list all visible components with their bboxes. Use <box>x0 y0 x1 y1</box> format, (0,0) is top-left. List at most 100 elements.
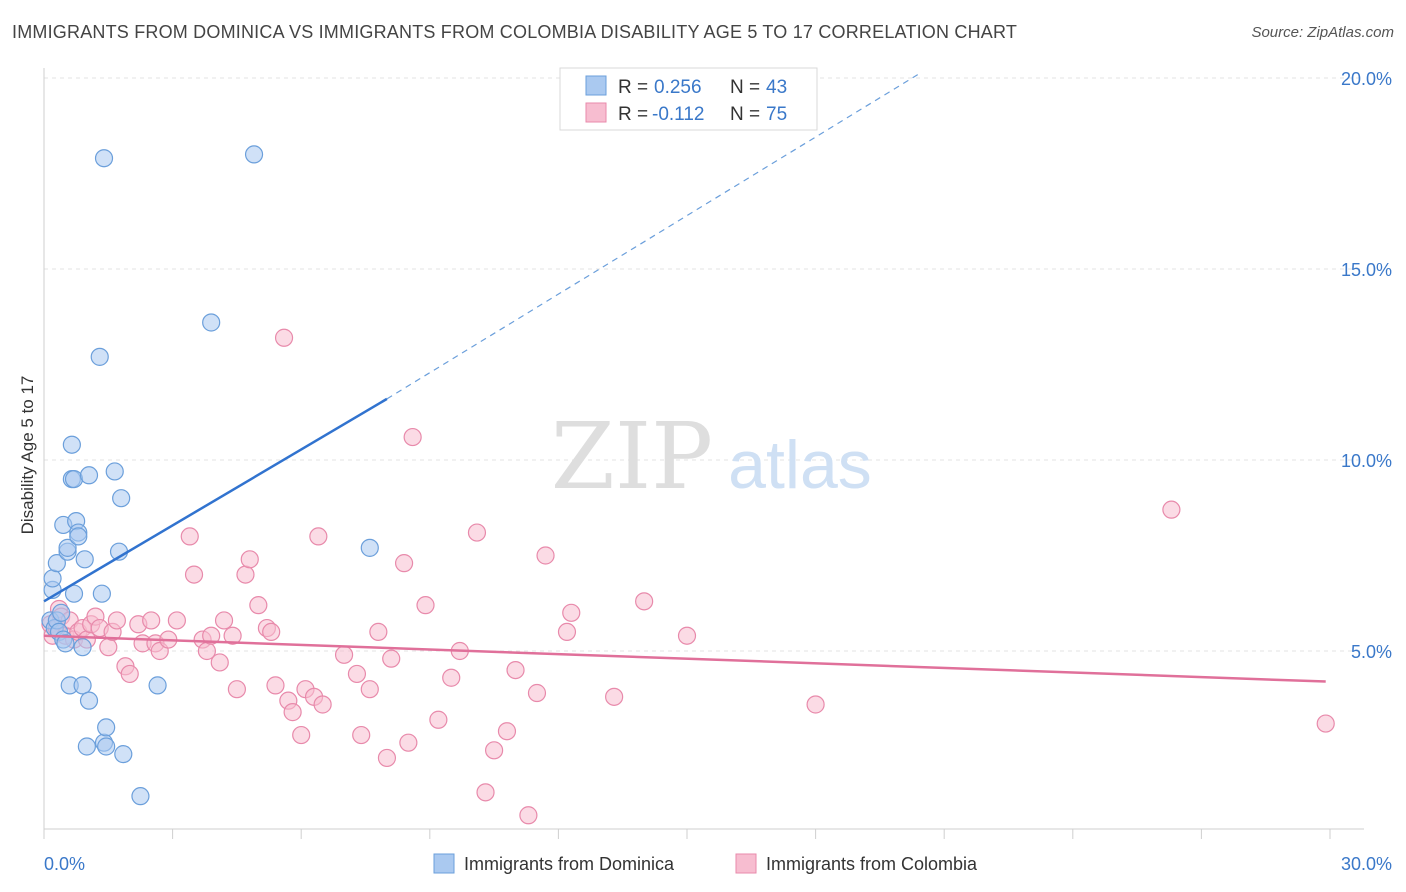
x-tick-label-max: 30.0% <box>1341 854 1392 874</box>
colombia-point-50 <box>347 664 367 684</box>
dominica-point-14 <box>62 435 81 454</box>
legend-swatch-dominica <box>433 853 455 874</box>
colombia-point-21 <box>142 611 161 630</box>
dominica-point-26 <box>79 466 99 485</box>
colombia-point-58 <box>403 427 422 447</box>
colombia-point-25 <box>167 611 186 630</box>
colombia-point-68 <box>519 806 538 825</box>
legend-label-colombia: Immigrants from Colombia <box>766 854 978 874</box>
colombia-point-33 <box>223 626 242 645</box>
dominica-point-22 <box>73 676 92 695</box>
dominica-point-20 <box>69 527 88 546</box>
dominica-point-33 <box>105 462 124 481</box>
dominica-point-2 <box>43 569 62 588</box>
colombia-point-63 <box>467 523 487 542</box>
colombia-point-71 <box>557 622 577 642</box>
stats-r-label-1: R = <box>618 77 648 98</box>
y-tick-labels: 5.0% 10.0% 15.0% 20.0% <box>1341 69 1392 662</box>
colombia-point-52 <box>360 680 379 699</box>
chart-title: IMMIGRANTS FROM DOMINICA VS IMMIGRANTS F… <box>12 22 1018 42</box>
colombia-point-37 <box>249 596 268 615</box>
y-tick-label-1: 10.0% <box>1341 451 1392 471</box>
colombia-point-53 <box>369 622 388 642</box>
legend-label-dominica: Immigrants from Dominica <box>464 854 675 874</box>
colombia-point-78 <box>1316 714 1335 733</box>
dominica-points <box>41 145 379 806</box>
stats-swatch-colombia <box>585 102 607 123</box>
y-axis-label: Disability Age 5 to 17 <box>18 376 37 535</box>
stats-n-value-2: 75 <box>766 104 787 125</box>
colombia-point-44 <box>292 725 311 745</box>
y-tick-label-0: 5.0% <box>1351 642 1392 662</box>
colombia-point-32 <box>214 611 234 630</box>
dominica-point-37 <box>131 787 150 806</box>
colombia-point-77 <box>1162 500 1181 519</box>
dominica-point-38 <box>148 676 167 695</box>
dominica-point-4 <box>47 554 66 573</box>
dominica-point-24 <box>77 737 96 756</box>
dominica-point-28 <box>92 584 111 603</box>
stats-r-value-1: 0.256 <box>654 77 702 98</box>
colombia-point-55 <box>382 649 401 668</box>
dominica-point-35 <box>112 489 131 508</box>
dominica-point-31 <box>97 737 116 756</box>
colombia-point-26 <box>180 527 199 546</box>
colombia-point-66 <box>497 722 517 741</box>
dominica-point-23 <box>75 550 94 569</box>
trend-lines <box>43 73 1326 683</box>
stats-n-label-2: N = <box>730 104 760 125</box>
dominica-point-27 <box>90 347 109 366</box>
colombia-point-27 <box>184 565 204 584</box>
colombia-point-40 <box>266 676 285 695</box>
colombia-point-70 <box>536 546 555 565</box>
colombia-point-36 <box>240 550 259 569</box>
dominica-point-36 <box>114 745 133 764</box>
colombia-point-72 <box>562 603 581 622</box>
colombia-point-39 <box>262 622 281 642</box>
colombia-point-65 <box>485 741 504 760</box>
stats-r-label-2: R = <box>618 104 648 125</box>
colombia-point-14 <box>99 638 118 657</box>
stats-box: R = 0.256 N = 43 R = -0.112 N = 75 <box>559 67 818 131</box>
watermark-zip: ZIP <box>551 403 713 510</box>
colombia-point-73 <box>605 687 624 706</box>
colombia-point-34 <box>227 680 246 699</box>
y-tick-label-3: 20.0% <box>1341 69 1392 89</box>
y-tick-label-2: 15.0% <box>1341 260 1392 280</box>
colombia-point-51 <box>352 725 371 745</box>
colombia-trend-line <box>43 634 1326 683</box>
colombia-point-18 <box>120 664 139 684</box>
x-tick-label-min: 0.0% <box>44 854 85 874</box>
gridlines <box>44 77 1364 652</box>
colombia-point-74 <box>635 592 654 611</box>
source-credit: Source: ZipAtlas.com <box>1251 24 1394 41</box>
x-axis-ticks <box>43 829 1331 839</box>
dominica-trend-extension <box>386 73 919 400</box>
colombia-point-64 <box>476 783 495 802</box>
dominica-point-21 <box>73 638 92 657</box>
colombia-point-67 <box>506 660 525 680</box>
dominica-point-16 <box>64 470 84 489</box>
colombia-point-48 <box>313 695 332 714</box>
colombia-point-54 <box>377 748 397 768</box>
stats-swatch-dominica <box>585 75 607 96</box>
dominica-point-10 <box>56 634 75 653</box>
dominica-point-12 <box>58 538 77 557</box>
stats-n-label-1: N = <box>730 77 760 98</box>
colombia-point-75 <box>677 626 697 645</box>
dominica-trend-line <box>43 397 388 603</box>
legend-swatch-colombia <box>735 853 757 874</box>
dominica-point-29 <box>94 149 114 168</box>
colombia-point-49 <box>334 645 354 664</box>
dominica-point-40 <box>244 145 264 164</box>
legend: Immigrants from Dominica Immigrants from… <box>433 853 978 874</box>
dominica-point-17 <box>64 584 84 603</box>
colombia-point-35 <box>236 565 255 584</box>
colombia-point-31 <box>210 653 229 672</box>
dominica-point-41 <box>360 538 379 557</box>
colombia-point-16 <box>107 611 126 630</box>
watermark-atlas: atlas <box>728 427 872 503</box>
colombia-point-47 <box>309 527 328 546</box>
colombia-point-30 <box>202 626 221 645</box>
